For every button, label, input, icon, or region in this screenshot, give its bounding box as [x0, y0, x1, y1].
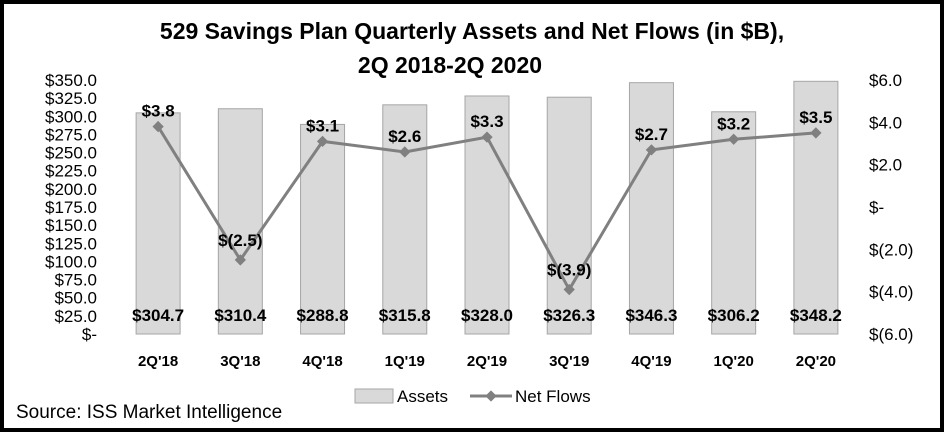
left-tick-label: $300.0	[45, 107, 97, 126]
left-tick-label: $275.0	[45, 125, 97, 144]
category-label: 3Q'19	[549, 353, 589, 370]
net-flows-label: $2.6	[388, 127, 421, 146]
left-tick-label: $325.0	[45, 89, 97, 108]
category-label: 2Q'20	[796, 353, 836, 370]
chart-title-line2: 2Q 2018-2Q 2020	[358, 52, 542, 78]
net-flows-label: $3.1	[306, 116, 339, 135]
net-flows-label: $3.5	[799, 108, 832, 127]
net-flows-point	[563, 283, 575, 296]
net-flows-label: $2.7	[635, 125, 668, 144]
right-tick-label: $2.0	[869, 156, 902, 175]
assets-bar-label: $304.7	[132, 306, 184, 325]
left-axis: $-$25.0$50.0$75.0$100.0$125.0$150.0$175.…	[45, 71, 97, 344]
right-tick-label: $(2.0)	[869, 240, 913, 259]
left-tick-label: $-	[82, 325, 97, 344]
assets-bar	[135, 112, 181, 335]
right-tick-label: $4.0	[869, 113, 902, 132]
net-flows-label: $3.8	[142, 102, 175, 121]
assets-bar-label: $326.3	[543, 306, 595, 325]
left-tick-label: $125.0	[45, 234, 97, 253]
right-tick-label: $6.0	[869, 71, 902, 90]
net-flows-point	[399, 146, 411, 158]
assets-bar	[711, 111, 757, 335]
left-tick-label: $175.0	[45, 198, 97, 217]
legend: Assets Net Flows	[354, 387, 591, 406]
left-tick-label: $100.0	[45, 252, 97, 271]
assets-bar	[628, 82, 674, 335]
category-label: 1Q'20	[714, 353, 754, 370]
category-label: 4Q'19	[631, 353, 671, 370]
assets-bar	[546, 96, 592, 335]
assets-bar-label: $315.8	[379, 306, 431, 325]
left-tick-label: $75.0	[54, 271, 97, 290]
net-flows-point	[316, 135, 329, 148]
chart-title-line1: 529 Savings Plan Quarterly Assets and Ne…	[160, 18, 784, 44]
right-axis: $(6.0) $(4.0) $(2.0) $- $2.0 $4.0 $6.0	[869, 71, 913, 344]
net-flows-label: $(2.5)	[218, 231, 262, 250]
net-flows-label: $3.3	[470, 112, 503, 131]
left-tick-label: $350.0	[45, 71, 97, 90]
assets-bar	[217, 108, 263, 335]
assets-bar-label: $328.0	[461, 306, 513, 325]
left-tick-label: $25.0	[54, 307, 97, 326]
assets-bar-label: $346.3	[625, 306, 677, 325]
legend-assets-swatch	[354, 388, 394, 404]
net-flows-point	[728, 133, 740, 145]
net-flows-labels: $3.8 $(2.5) $3.1 $2.6 $3.3 $(3.9) $2.7 $3.2 $3.5	[142, 102, 833, 280]
left-tick-label: $250.0	[45, 144, 97, 163]
net-flows-point	[481, 131, 493, 143]
net-flows-point	[810, 127, 822, 139]
category-label: 2Q'18	[138, 353, 178, 370]
right-tick-label: $-	[869, 198, 884, 217]
assets-bar-label: $306.2	[708, 306, 760, 325]
right-tick-label: $(6.0)	[869, 325, 913, 344]
left-tick-label: $150.0	[45, 216, 97, 235]
legend-assets-label: Assets	[397, 387, 448, 406]
assets-bar	[793, 80, 839, 335]
assets-bar	[382, 104, 428, 335]
net-flows-label: $(3.9)	[547, 261, 591, 280]
category-axis: 2Q'18 3Q'18 4Q'18 1Q'19 2Q'19 3Q'19 4Q'19 1Q'20…	[138, 353, 836, 370]
assets-bar	[300, 123, 346, 335]
left-tick-label: $225.0	[45, 162, 97, 181]
assets-labels: $304.7 $310.4 $288.8 $315.8 $328.0 $326.3 $346…	[132, 306, 842, 325]
left-tick-label: $50.0	[54, 289, 97, 308]
right-tick-label: $(4.0)	[869, 283, 913, 302]
source-note: Source: ISS Market Intelligence	[16, 402, 282, 423]
category-label: 3Q'18	[220, 353, 260, 370]
category-label: 4Q'18	[302, 353, 342, 370]
assets-bar-label: $310.4	[214, 306, 267, 325]
category-label: 1Q'19	[385, 353, 425, 370]
legend-net-flows-label: Net Flows	[515, 387, 591, 406]
net-flows-point	[645, 144, 658, 156]
net-flows-line	[152, 120, 822, 296]
legend-net-flows-marker	[485, 390, 497, 402]
category-label: 2Q'19	[467, 353, 507, 370]
assets-bar-label: $288.8	[297, 306, 349, 325]
assets-bar-label: $348.2	[790, 306, 842, 325]
net-flows-label: $3.2	[717, 114, 750, 133]
left-tick-label: $200.0	[45, 180, 97, 199]
